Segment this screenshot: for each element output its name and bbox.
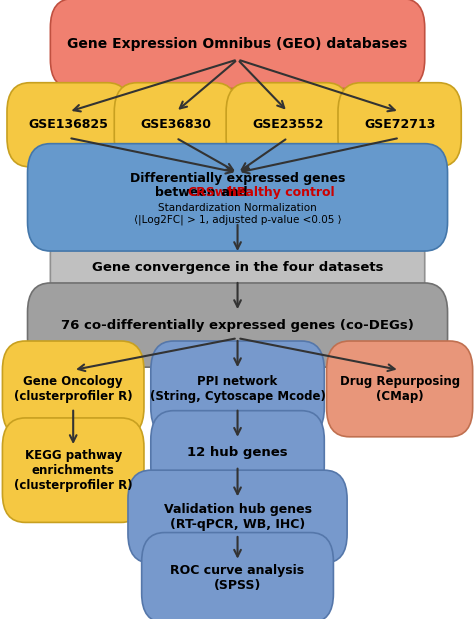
FancyBboxPatch shape: [128, 470, 347, 563]
FancyBboxPatch shape: [2, 341, 144, 437]
Text: 12 hub genes: 12 hub genes: [187, 446, 288, 459]
Text: between: between: [155, 186, 220, 199]
Text: GSE36830: GSE36830: [140, 118, 211, 131]
Text: healthy control: healthy control: [228, 186, 335, 199]
Text: Validation hub genes
(RT-qPCR, WB, IHC): Validation hub genes (RT-qPCR, WB, IHC): [164, 503, 311, 530]
Text: and: and: [217, 186, 252, 199]
Text: ROC curve analysis
(SPSS): ROC curve analysis (SPSS): [171, 563, 305, 592]
Text: Gene Expression Omnibus (GEO) databases: Gene Expression Omnibus (GEO) databases: [67, 37, 408, 51]
Text: PPI network
(String, Cytoscape Mcode): PPI network (String, Cytoscape Mcode): [150, 375, 326, 403]
FancyBboxPatch shape: [327, 341, 473, 437]
Text: ⟨|Log2FC| > 1, adjusted p-value <0.05 ⟩: ⟨|Log2FC| > 1, adjusted p-value <0.05 ⟩: [134, 214, 341, 225]
Text: Standardization Normalization: Standardization Normalization: [158, 203, 317, 213]
Text: GSE72713: GSE72713: [364, 118, 435, 131]
FancyBboxPatch shape: [338, 83, 461, 167]
FancyBboxPatch shape: [50, 225, 425, 309]
FancyBboxPatch shape: [50, 0, 425, 89]
FancyBboxPatch shape: [7, 83, 130, 167]
Text: 76 co-differentially expressed genes (co-DEGs): 76 co-differentially expressed genes (co…: [61, 319, 414, 332]
FancyBboxPatch shape: [27, 283, 447, 367]
FancyBboxPatch shape: [151, 410, 324, 495]
FancyBboxPatch shape: [2, 418, 144, 522]
FancyBboxPatch shape: [226, 83, 349, 167]
Text: GSE136825: GSE136825: [29, 118, 109, 131]
FancyBboxPatch shape: [142, 532, 333, 619]
Text: KEGG pathway
enrichments
(clusterproﬁler R): KEGG pathway enrichments (clusterproﬁler…: [14, 449, 133, 491]
Text: GSE23552: GSE23552: [252, 118, 323, 131]
Text: Gene convergence in the four datasets: Gene convergence in the four datasets: [92, 261, 383, 274]
Text: CRSwNP: CRSwNP: [187, 186, 246, 199]
FancyBboxPatch shape: [151, 341, 324, 437]
Text: Gene Oncology
(clusterproﬁler R): Gene Oncology (clusterproﬁler R): [14, 375, 133, 403]
FancyBboxPatch shape: [114, 83, 237, 167]
Text: Drug Repurposing
(CMap): Drug Repurposing (CMap): [339, 375, 460, 403]
FancyBboxPatch shape: [27, 144, 447, 251]
Text: Differentially expressed genes: Differentially expressed genes: [130, 171, 345, 184]
